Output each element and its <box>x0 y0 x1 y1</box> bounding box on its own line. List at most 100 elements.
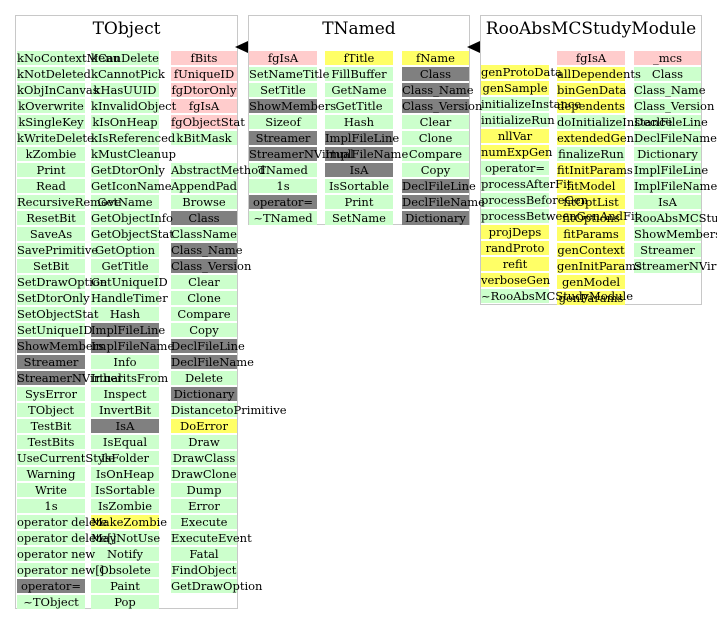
member-cell: Dump <box>171 483 237 497</box>
member-cell: DistancetoPrimitive <box>171 403 287 417</box>
member-cell: MayNotUse <box>91 531 160 545</box>
member-label: IsEqual <box>102 435 148 449</box>
member-label: TObject <box>28 403 74 417</box>
member-cell: fitParams <box>557 227 625 241</box>
member-label: IsSortable <box>94 483 156 497</box>
member-label: UseCurrentStyle <box>17 451 115 465</box>
member-cell: Draw <box>171 435 237 449</box>
member-cell: processBetweenGenAndFit <box>481 209 639 223</box>
member-cell: AppendPad <box>171 179 237 193</box>
member-label: StreamerNVirtual <box>634 259 717 273</box>
member-cell: RecursiveRemove <box>17 195 121 209</box>
member-cell: StreamerNVirtual <box>634 259 717 273</box>
member-cell: binGenData <box>557 83 626 97</box>
member-cell: InvertBit <box>91 403 159 417</box>
member-cell: Clone <box>402 131 469 145</box>
member-label: genProtoData <box>481 65 562 79</box>
member-cell: SetDrawOption <box>17 275 107 289</box>
member-label: IsA <box>349 163 369 177</box>
member-label: SetBit <box>32 259 70 273</box>
member-label: verboseGen <box>481 273 551 287</box>
member-label: fitOptions <box>562 211 620 225</box>
member-cell: GetOption <box>91 243 159 257</box>
member-cell: SetUniqueID <box>17 323 92 337</box>
member-label: Hash <box>109 307 141 321</box>
member-cell: fitOptions <box>557 211 625 225</box>
member-cell: DoError <box>171 419 237 433</box>
member-label: kCannotPick <box>91 67 165 81</box>
member-label: Class <box>419 67 452 81</box>
member-label: Class <box>188 211 220 225</box>
member-cell: fTitle <box>325 51 393 65</box>
member-label: IsZombie <box>97 499 153 513</box>
member-label: DeclFileName <box>402 195 485 209</box>
member-cell: Print <box>325 195 393 209</box>
member-label: ShowMembers <box>249 99 337 113</box>
member-label: fgIsA <box>188 99 220 113</box>
member-cell: Dictionary <box>402 211 469 225</box>
member-cell: TObject <box>17 403 85 417</box>
member-label: kNoContextMenu <box>17 51 121 65</box>
member-cell: TestBits <box>17 435 85 449</box>
member-cell: 1s <box>249 179 317 193</box>
member-column: fgIsA SetNameTitle SetTitle ShowMembers Size… <box>249 51 354 227</box>
member-cell: Obsolete <box>91 563 159 577</box>
member-label: SysError <box>24 387 78 401</box>
member-cell: DrawClass <box>171 451 237 465</box>
member-cell: fgIsA <box>557 51 625 65</box>
member-cell: IsEqual <box>91 435 159 449</box>
member-cell: kOverwrite <box>17 99 85 113</box>
member-label: Class_Name <box>634 83 706 97</box>
member-cell: genSample <box>481 81 549 95</box>
member-label: genInitParams <box>557 259 643 273</box>
member-label: fgDtorOnly <box>171 83 237 97</box>
member-label: Dictionary <box>405 211 466 225</box>
member-label: fBits <box>190 51 218 65</box>
member-label: DistancetoPrimitive <box>171 403 287 417</box>
member-cell: DeclFileLine <box>634 115 708 129</box>
member-label: StreamerNVirtual <box>249 147 354 161</box>
member-label: IsA <box>115 419 135 433</box>
member-cell: Info <box>91 355 159 369</box>
member-cell: DeclFileLine <box>171 339 245 353</box>
member-label: InheritsFrom <box>91 371 169 385</box>
member-label: Hash <box>343 115 375 129</box>
member-label: ShowMembers <box>634 227 717 241</box>
member-cell: ImplFileLine <box>325 131 399 145</box>
member-cell: Class <box>634 67 701 81</box>
member-cell: ShowMembers <box>17 339 104 353</box>
member-cell: ImplFileLine <box>91 323 165 337</box>
class-box-tobject: TObject kNoContextMenu kNotDeleted kObjInC… <box>15 15 287 609</box>
member-label: Streamer <box>255 131 311 145</box>
member-cell: DeclFileName <box>402 195 485 209</box>
member-label: ResetBit <box>26 211 76 225</box>
member-cell: operator delete[] <box>17 531 116 545</box>
member-cell: Copy <box>171 323 237 337</box>
member-label: StreamerNVirtual <box>17 371 122 385</box>
member-label: kSingleKey <box>18 115 84 129</box>
member-cell: Notify <box>91 547 159 561</box>
member-cell: GetName <box>91 195 159 209</box>
member-label: kIsOnHeap <box>92 115 158 129</box>
member-cell: Copy <box>402 163 469 177</box>
member-label: genSample <box>482 81 548 95</box>
member-column: fgIsA allDependents binGenData dependents do… <box>557 51 672 307</box>
member-cell: fitModel <box>557 179 625 193</box>
member-cell: SysError <box>17 387 85 401</box>
class-title: TObject <box>92 19 161 39</box>
member-label: GetUniqueID <box>91 275 168 289</box>
member-cell: RooAbsMCStudyModule <box>634 211 717 225</box>
member-label: Class_Version <box>634 99 715 113</box>
member-label: Pop <box>114 595 136 609</box>
member-label: ExecuteEvent <box>171 531 252 545</box>
member-cell: SetTitle <box>249 83 317 97</box>
member-label: Info <box>113 355 137 369</box>
member-label: operator new <box>17 547 96 561</box>
member-column: fBits fUniqueID fgDtorOnly fgIsA fgObjectSta… <box>171 51 287 595</box>
member-cell: StreamerNVirtual <box>17 371 122 385</box>
member-label: Compare <box>408 147 463 161</box>
member-label: operator new[] <box>17 563 105 577</box>
class-box-rooabsmcstudymodule: RooAbsMCStudyModule genProtoData genSampl… <box>480 15 717 307</box>
member-label: kMustCleanup <box>91 147 176 161</box>
member-label: Inspect <box>103 387 147 401</box>
